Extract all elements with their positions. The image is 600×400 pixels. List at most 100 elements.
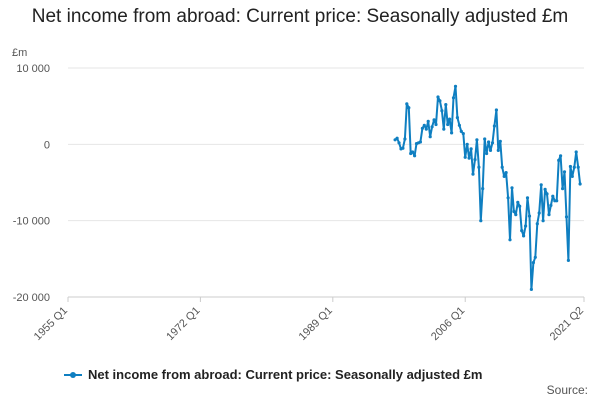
data-point[interactable] xyxy=(450,131,454,135)
data-point[interactable] xyxy=(475,138,479,142)
data-point[interactable] xyxy=(477,165,481,169)
data-point[interactable] xyxy=(395,136,399,140)
data-point[interactable] xyxy=(522,234,526,238)
data-point[interactable] xyxy=(502,174,506,178)
data-point[interactable] xyxy=(543,187,547,191)
data-point[interactable] xyxy=(508,238,512,242)
data-point[interactable] xyxy=(566,258,571,262)
data-point[interactable] xyxy=(512,209,516,214)
data-point[interactable] xyxy=(572,165,576,169)
data-point[interactable] xyxy=(506,196,510,200)
data-point[interactable] xyxy=(559,154,563,158)
data-point[interactable] xyxy=(557,158,561,162)
data-point[interactable] xyxy=(424,127,428,131)
data-point[interactable] xyxy=(457,123,461,127)
data-point[interactable] xyxy=(485,151,489,156)
data-point[interactable] xyxy=(483,137,487,141)
data-point[interactable] xyxy=(411,150,415,154)
data-point[interactable] xyxy=(574,150,578,154)
x-tick-labels: 1955 Q1 1972 Q1 1989 Q1 2006 Q1 2021 Q2 xyxy=(32,305,586,343)
data-point[interactable] xyxy=(537,211,541,215)
data-point[interactable] xyxy=(461,132,465,136)
x-tick-label: 1972 Q1 xyxy=(164,305,202,343)
data-point[interactable] xyxy=(498,139,502,143)
data-point[interactable] xyxy=(490,141,495,145)
data-point[interactable] xyxy=(444,103,448,107)
data-point[interactable] xyxy=(448,117,452,121)
data-point[interactable] xyxy=(555,199,559,203)
data-point[interactable] xyxy=(561,187,565,191)
data-point[interactable] xyxy=(496,148,500,152)
data-point[interactable] xyxy=(514,213,518,217)
data-point[interactable] xyxy=(413,154,417,158)
data-point[interactable] xyxy=(428,135,432,139)
data-point[interactable] xyxy=(459,129,463,133)
source-label: Source: xyxy=(546,383,588,397)
data-point[interactable] xyxy=(442,127,446,131)
data-point[interactable] xyxy=(481,187,485,191)
data-point[interactable] xyxy=(426,119,430,123)
series-line xyxy=(394,85,582,291)
data-point[interactable] xyxy=(446,122,450,127)
data-point[interactable] xyxy=(524,224,528,228)
data-point[interactable] xyxy=(500,165,504,169)
data-point[interactable] xyxy=(492,124,496,128)
data-point[interactable] xyxy=(463,155,467,159)
data-point[interactable] xyxy=(547,213,551,217)
data-point[interactable] xyxy=(562,170,567,174)
data-point[interactable] xyxy=(465,142,469,146)
data-point[interactable] xyxy=(539,183,543,187)
data-point[interactable] xyxy=(420,126,424,130)
data-point[interactable] xyxy=(533,255,537,259)
data-point[interactable] xyxy=(467,156,471,160)
data-point[interactable] xyxy=(434,122,438,127)
data-point[interactable] xyxy=(407,106,411,110)
data-point[interactable] xyxy=(541,219,545,223)
data-point[interactable] xyxy=(432,118,436,122)
data-point[interactable] xyxy=(405,102,409,106)
data-point[interactable] xyxy=(520,229,524,233)
data-point[interactable] xyxy=(422,123,426,127)
data-point[interactable] xyxy=(487,140,491,144)
data-point[interactable] xyxy=(397,141,401,145)
data-point[interactable] xyxy=(440,109,444,113)
data-point[interactable] xyxy=(418,140,422,144)
data-point[interactable] xyxy=(455,116,459,120)
data-point[interactable] xyxy=(494,108,498,112)
data-point[interactable] xyxy=(516,200,520,204)
data-point[interactable] xyxy=(529,287,534,291)
data-point[interactable] xyxy=(453,84,458,88)
data-point[interactable] xyxy=(479,219,483,223)
data-point[interactable] xyxy=(469,147,473,151)
data-point[interactable] xyxy=(436,95,440,99)
y-tick-label: 10 000 xyxy=(16,63,50,75)
data-point[interactable] xyxy=(451,96,456,100)
data-point[interactable] xyxy=(471,172,475,176)
data-point[interactable] xyxy=(518,204,522,208)
legend[interactable]: Net income from abroad: Current price: S… xyxy=(64,367,482,382)
data-point[interactable] xyxy=(545,192,549,196)
data-point[interactable] xyxy=(438,99,442,103)
data-point[interactable] xyxy=(504,171,508,175)
data-point[interactable] xyxy=(430,125,434,129)
y-axis-unit-label: £m xyxy=(12,47,28,59)
data-point[interactable] xyxy=(531,261,536,265)
data-point[interactable] xyxy=(525,196,530,200)
data-point[interactable] xyxy=(473,158,477,162)
data-point[interactable] xyxy=(570,174,574,178)
data-point[interactable] xyxy=(578,182,582,186)
data-point[interactable] xyxy=(401,146,405,150)
data-point[interactable] xyxy=(488,148,493,152)
data-point[interactable] xyxy=(527,214,532,218)
data-point[interactable] xyxy=(576,165,580,169)
data-point[interactable] xyxy=(535,222,539,226)
legend-label: Net income from abroad: Current price: S… xyxy=(88,367,483,382)
data-point[interactable] xyxy=(549,203,553,207)
data-point[interactable] xyxy=(564,215,569,219)
data-point[interactable] xyxy=(568,164,573,169)
y-tick-label: 0 xyxy=(44,139,50,151)
data-point[interactable] xyxy=(510,186,514,190)
data-point[interactable] xyxy=(403,137,407,141)
data-point[interactable] xyxy=(551,194,555,198)
